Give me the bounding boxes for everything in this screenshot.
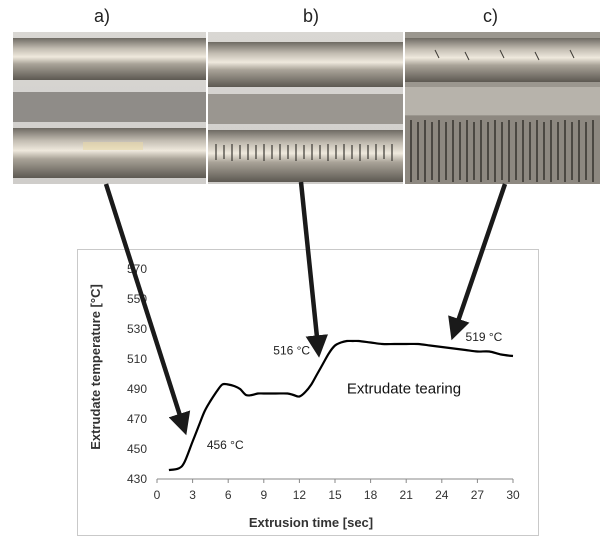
- arrow-b: [301, 182, 318, 347]
- arrow-a: [106, 184, 183, 425]
- arrow-c: [455, 184, 505, 330]
